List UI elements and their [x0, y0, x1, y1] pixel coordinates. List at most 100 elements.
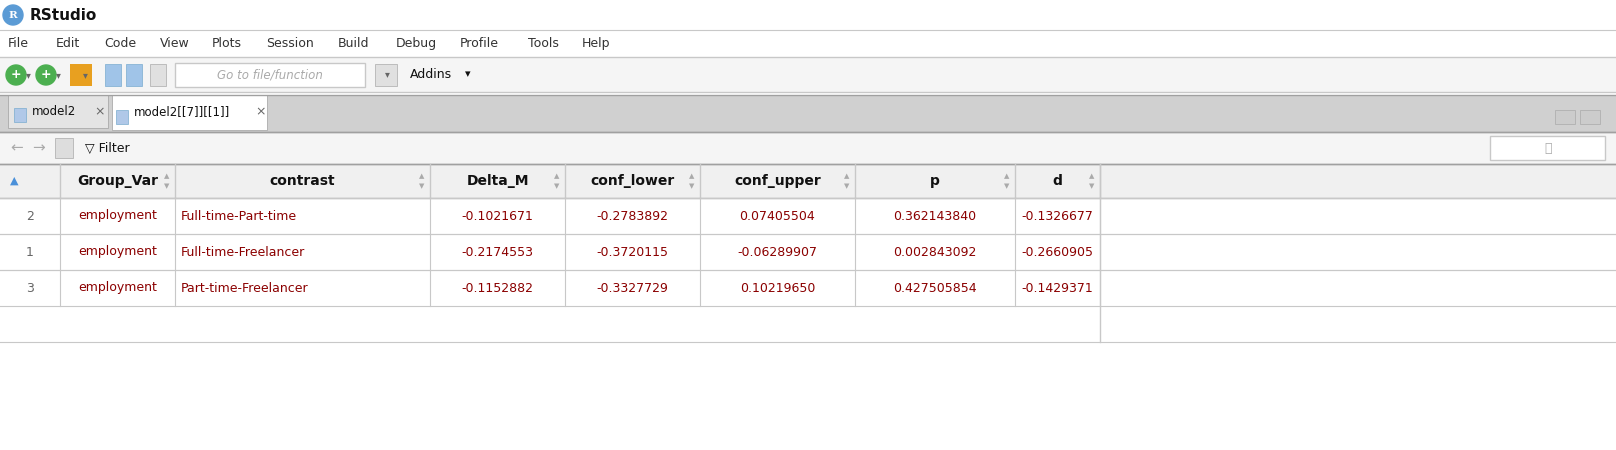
- Text: ×: ×: [95, 105, 105, 118]
- Text: ▾: ▾: [465, 69, 470, 80]
- Text: ▾: ▾: [26, 70, 31, 80]
- Text: -0.3327729: -0.3327729: [596, 282, 669, 294]
- Text: RStudio: RStudio: [31, 8, 97, 22]
- Text: -0.06289907: -0.06289907: [737, 246, 818, 258]
- Text: model2: model2: [32, 105, 76, 118]
- Circle shape: [6, 65, 26, 85]
- Text: contrast: contrast: [270, 174, 335, 188]
- Text: Group_Var: Group_Var: [78, 174, 158, 188]
- Text: ▲: ▲: [690, 173, 695, 179]
- Bar: [175, 63, 365, 87]
- Text: 0.427505854: 0.427505854: [894, 282, 976, 294]
- Text: -0.2174553: -0.2174553: [462, 246, 533, 258]
- Bar: [69, 64, 92, 86]
- Text: 0.07405504: 0.07405504: [740, 210, 816, 222]
- Text: ▼: ▼: [844, 183, 850, 189]
- Bar: [116, 110, 128, 124]
- Text: Full-time-Part-time: Full-time-Part-time: [181, 210, 297, 222]
- Text: ▲: ▲: [844, 173, 850, 179]
- Text: ▲: ▲: [10, 176, 18, 186]
- Text: Part-time-Freelancer: Part-time-Freelancer: [181, 282, 309, 294]
- Text: ▼: ▼: [165, 183, 170, 189]
- Text: ▲: ▲: [165, 173, 170, 179]
- Text: →: →: [32, 140, 45, 156]
- Text: model2[[7]][[1]]: model2[[7]][[1]]: [134, 105, 229, 118]
- Text: 0.10219650: 0.10219650: [740, 282, 814, 294]
- Text: Help: Help: [582, 37, 611, 50]
- Text: p: p: [931, 174, 941, 188]
- Text: employment: employment: [78, 246, 157, 258]
- Bar: [0, 132, 1616, 164]
- Text: Profile: Profile: [461, 37, 499, 50]
- Text: ▲: ▲: [1089, 173, 1094, 179]
- Text: Debug: Debug: [396, 37, 436, 50]
- Text: ▾: ▾: [55, 70, 60, 80]
- Text: 3: 3: [26, 282, 34, 294]
- Text: ▾: ▾: [385, 69, 389, 80]
- Text: employment: employment: [78, 210, 157, 222]
- Text: 0.362143840: 0.362143840: [894, 210, 976, 222]
- Text: 2: 2: [26, 210, 34, 222]
- Text: ▲: ▲: [554, 173, 559, 179]
- Text: -0.2660905: -0.2660905: [1021, 246, 1094, 258]
- Bar: [0, 57, 1616, 92]
- Text: Tools: Tools: [528, 37, 559, 50]
- Text: +: +: [11, 68, 21, 81]
- Bar: [112, 95, 267, 130]
- Text: ▽ Filter: ▽ Filter: [86, 141, 129, 154]
- Text: Session: Session: [267, 37, 314, 50]
- Text: 0.002843092: 0.002843092: [894, 246, 976, 258]
- Text: File: File: [8, 37, 29, 50]
- Text: d: d: [1052, 174, 1062, 188]
- Text: Addins: Addins: [410, 68, 452, 81]
- Bar: [375, 64, 398, 86]
- Text: Go to file/function: Go to file/function: [217, 68, 323, 81]
- Text: ▼: ▼: [1004, 183, 1010, 189]
- Bar: [0, 164, 1616, 198]
- Text: -0.1326677: -0.1326677: [1021, 210, 1094, 222]
- Text: Edit: Edit: [57, 37, 81, 50]
- Bar: [1555, 110, 1576, 124]
- Text: -0.1429371: -0.1429371: [1021, 282, 1094, 294]
- Text: ▲: ▲: [419, 173, 425, 179]
- Circle shape: [36, 65, 57, 85]
- Text: 1: 1: [26, 246, 34, 258]
- Bar: [0, 0, 1616, 30]
- Text: Full-time-Freelancer: Full-time-Freelancer: [181, 246, 305, 258]
- Bar: [126, 64, 142, 86]
- Text: Plots: Plots: [212, 37, 242, 50]
- Bar: [0, 95, 1616, 132]
- Bar: [15, 108, 26, 122]
- Bar: [0, 270, 1616, 306]
- Text: View: View: [160, 37, 189, 50]
- Bar: [1580, 110, 1600, 124]
- Text: Delta_M: Delta_M: [467, 174, 528, 188]
- Text: Code: Code: [103, 37, 136, 50]
- Text: R: R: [8, 10, 18, 19]
- Text: -0.3720115: -0.3720115: [596, 246, 669, 258]
- Bar: [0, 0, 1616, 30]
- Text: ▲: ▲: [1004, 173, 1010, 179]
- Bar: [0, 342, 1616, 450]
- Text: ▼: ▼: [419, 183, 425, 189]
- Bar: [150, 64, 166, 86]
- Text: conf_upper: conf_upper: [734, 174, 821, 188]
- Bar: [55, 138, 73, 158]
- Text: ▼: ▼: [1089, 183, 1094, 189]
- Text: conf_lower: conf_lower: [590, 174, 674, 188]
- Text: ▼: ▼: [554, 183, 559, 189]
- Text: +: +: [40, 68, 52, 81]
- Bar: [0, 198, 1616, 234]
- Text: employment: employment: [78, 282, 157, 294]
- Text: ▾: ▾: [82, 70, 87, 80]
- Text: ×: ×: [255, 105, 267, 118]
- Text: Build: Build: [338, 37, 370, 50]
- Text: ▼: ▼: [690, 183, 695, 189]
- Text: -0.2783892: -0.2783892: [596, 210, 669, 222]
- Bar: [8, 95, 108, 128]
- Bar: [105, 64, 121, 86]
- Text: 🔍: 🔍: [1545, 141, 1551, 154]
- Circle shape: [3, 5, 23, 25]
- Text: -0.1152882: -0.1152882: [462, 282, 533, 294]
- Bar: [0, 30, 1616, 57]
